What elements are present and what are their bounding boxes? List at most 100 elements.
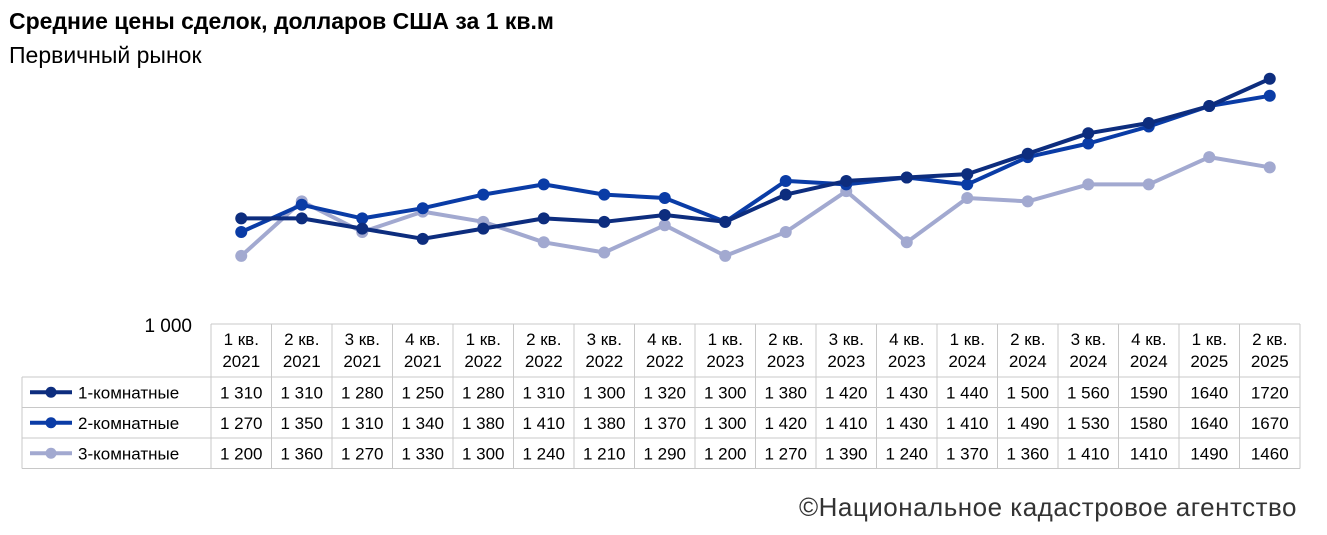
- table-value-cell: 1 530: [1067, 414, 1110, 433]
- table-value-cell: 1490: [1190, 444, 1228, 463]
- series-point: [1082, 137, 1095, 150]
- table-value-cell: 1 280: [462, 383, 505, 402]
- series-point: [1203, 151, 1216, 164]
- series-point: [658, 219, 671, 232]
- series-point: [1082, 127, 1095, 140]
- table-value-cell: 1 380: [764, 383, 807, 402]
- series-point: [235, 249, 248, 262]
- chart-subtitle: Первичный рынок: [9, 42, 202, 68]
- table-value-cell: 1 410: [1067, 444, 1110, 463]
- x-axis-category-label-line: 2 кв.: [284, 330, 319, 349]
- table-value-cell: 1 380: [583, 414, 626, 433]
- series-point: [416, 232, 429, 245]
- x-axis-category-label: 1 кв. 2022: [464, 330, 502, 371]
- table-value-cell: 1 270: [764, 444, 807, 463]
- table-value-cell: 1 370: [946, 444, 989, 463]
- series-point: [235, 226, 248, 239]
- table-value-cell: 1720: [1251, 383, 1289, 402]
- series-point: [1082, 178, 1095, 191]
- x-axis-category-label-line: 1 кв.: [1192, 330, 1227, 349]
- series-point: [295, 198, 308, 211]
- source-credit: ©Национальное кадастровое агентство: [798, 492, 1297, 522]
- series-point: [1021, 147, 1034, 160]
- x-axis-category-label: 1 кв. 2024: [948, 330, 986, 371]
- legend-label: 3-комнатные: [78, 444, 179, 463]
- table-value-cell: 1 330: [401, 444, 444, 463]
- table-value-cell: 1 440: [946, 383, 989, 402]
- table-value-cell: 1 500: [1006, 383, 1049, 402]
- table-value-cell: 1 300: [704, 414, 747, 433]
- series-point: [537, 178, 550, 191]
- table-value-cell: 1410: [1130, 444, 1168, 463]
- x-axis-category-label: 2 кв. 2024: [1009, 330, 1047, 371]
- series-point: [961, 168, 974, 181]
- table-value-cell: 1 370: [643, 414, 686, 433]
- table-value-cell: 1 270: [341, 444, 384, 463]
- x-axis-category-label: 4 кв. 2021: [404, 330, 442, 371]
- x-axis-category-label-line: 2 кв.: [1010, 330, 1045, 349]
- series-point: [658, 209, 671, 222]
- table-value-cell: 1580: [1130, 414, 1168, 433]
- series-point: [295, 212, 308, 225]
- table-value-cell: 1 430: [885, 414, 928, 433]
- series-point: [961, 178, 974, 191]
- x-axis-category-label: 4 кв. 2024: [1130, 330, 1168, 371]
- series-point: [1263, 89, 1276, 102]
- x-axis-category-label: 3 кв. 2022: [585, 330, 623, 371]
- x-axis-category-label-line: 2024: [1130, 352, 1168, 371]
- x-axis-category-label-line: 4 кв.: [889, 330, 924, 349]
- series-point: [1142, 178, 1155, 191]
- x-axis-category-label-line: 3 кв.: [345, 330, 380, 349]
- table-value-cell: 1 420: [764, 414, 807, 433]
- series-point: [537, 236, 550, 249]
- table-value-cell: 1 310: [280, 383, 323, 402]
- table-value-cell: 1 560: [1067, 383, 1110, 402]
- series-point: [719, 215, 732, 228]
- table-value-cell: 1 250: [401, 383, 444, 402]
- table-value-cell: 1 410: [522, 414, 565, 433]
- table-value-cell: 1 360: [1006, 444, 1049, 463]
- chart-title: Средние цены сделок, долларов США за 1 к…: [9, 8, 554, 34]
- x-axis-category-label-line: 2022: [646, 352, 684, 371]
- table-value-cell: 1 340: [401, 414, 444, 433]
- table-value-cell: 1 210: [583, 444, 626, 463]
- x-axis-category-label-line: 2024: [1009, 352, 1047, 371]
- series-point: [1263, 161, 1276, 174]
- table-value-cell: 1670: [1251, 414, 1289, 433]
- table-value-cell: 1 200: [704, 444, 747, 463]
- table-value-cell: 1460: [1251, 444, 1289, 463]
- x-axis-category-label: 4 кв. 2023: [888, 330, 926, 371]
- x-axis-category-label-line: 2022: [525, 352, 563, 371]
- x-axis-category-label-line: 2023: [706, 352, 744, 371]
- x-axis-category-label-line: 1 кв.: [950, 330, 985, 349]
- series-line: [239, 155, 1272, 258]
- x-axis-category-label-line: 3 кв.: [1071, 330, 1106, 349]
- x-axis-category-label-line: 2 кв.: [526, 330, 561, 349]
- series-point: [1203, 100, 1216, 113]
- table-value-cell: 1 290: [643, 444, 686, 463]
- series-point: [840, 174, 853, 187]
- x-axis-category-label-line: 2021: [404, 352, 442, 371]
- series-point: [356, 222, 369, 235]
- table-value-cell: 1 300: [704, 383, 747, 402]
- x-axis-category-label-line: 2021: [343, 352, 381, 371]
- x-axis-category-label-line: 2025: [1190, 352, 1228, 371]
- series-point: [416, 202, 429, 215]
- table-value-cell: 1 310: [220, 383, 263, 402]
- legend-key-marker: [45, 386, 57, 398]
- table-value-cell: 1 430: [885, 383, 928, 402]
- x-axis-category-label: 2 кв. 2025: [1251, 330, 1289, 371]
- series-point: [779, 226, 792, 239]
- table-value-cell: 1590: [1130, 383, 1168, 402]
- x-axis-category-label-line: 2022: [585, 352, 623, 371]
- x-axis-category-label-line: 4 кв.: [1131, 330, 1166, 349]
- x-axis-category-label: 4 кв. 2022: [646, 330, 684, 371]
- x-axis-category-label: 3 кв. 2024: [1069, 330, 1107, 371]
- x-axis-category-label-line: 2 кв.: [768, 330, 803, 349]
- table-value-cell: 1 410: [825, 414, 868, 433]
- x-axis-category-label-line: 2023: [888, 352, 926, 371]
- x-axis-category-label-line: 2024: [948, 352, 986, 371]
- table-value-cell: 1640: [1190, 383, 1228, 402]
- x-axis-category-label-line: 1 кв.: [708, 330, 743, 349]
- x-axis-category-label: 1 кв. 2021: [222, 330, 260, 371]
